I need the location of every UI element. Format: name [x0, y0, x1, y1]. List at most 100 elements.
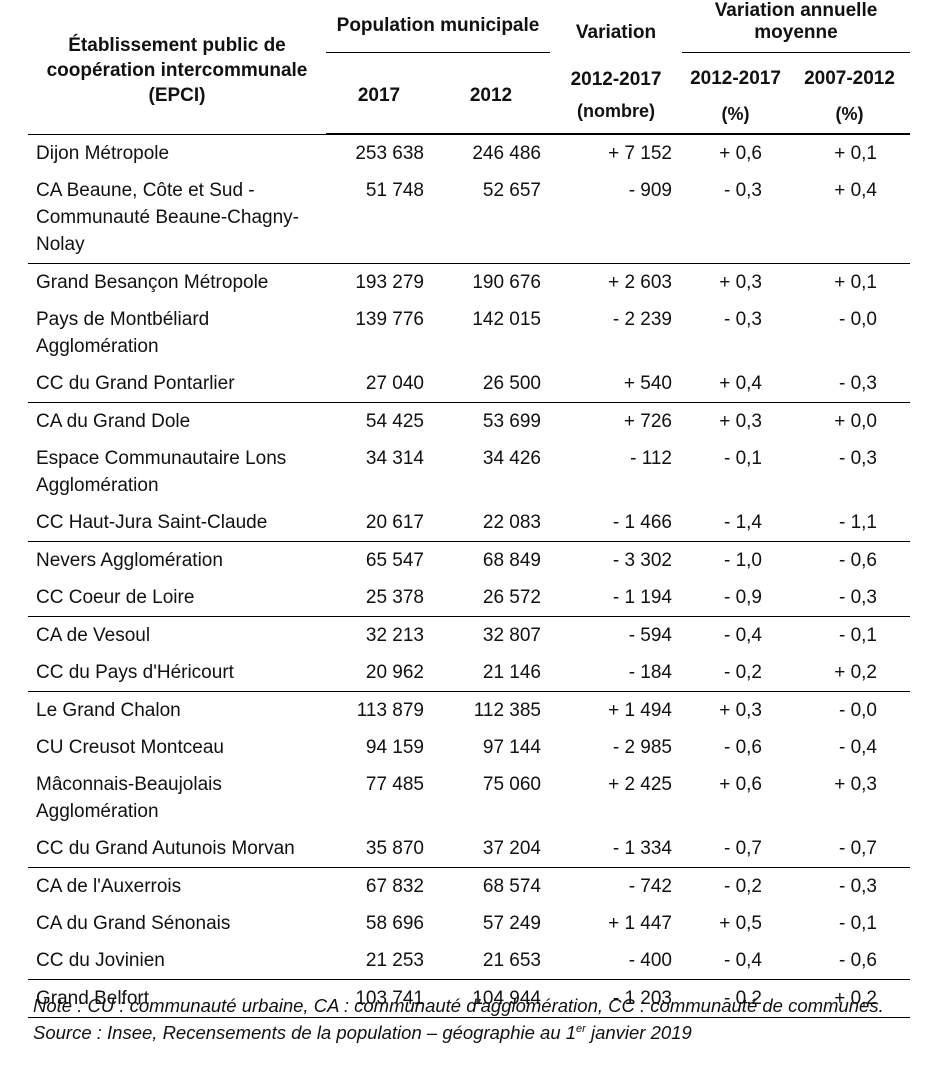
- cell-annual-2012-2017: - 0,3: [723, 309, 762, 330]
- note-text: Note : CU : communauté urbaine, CA : com…: [33, 995, 884, 1016]
- table-row: Dijon Métropole 253 638 246 486 + 7 152 + 0,…: [28, 133, 910, 172]
- cell-annual-2012-2017: + 0,4: [719, 373, 762, 394]
- cell-annual-2007-2012: - 0,3: [838, 448, 877, 469]
- cell-annual-2007-2012: + 0,2: [834, 662, 877, 683]
- cell-annual-2012-2017: + 0,6: [719, 774, 762, 795]
- cell-pop-2012: 26 572: [482, 587, 541, 608]
- cell-pop-2017: 25 378: [365, 587, 424, 608]
- table-row: CC Coeur de Loire 25 378 26 572 - 1 194 - 0,…: [28, 579, 910, 617]
- header-epci: Établissement public de coopération inte…: [46, 35, 308, 107]
- cell-pop-2012: 75 060: [482, 774, 541, 795]
- header-row-bottom: 2017 2012 2012-2017 (nombre) 2012-2017 (…: [28, 52, 910, 135]
- cell-pop-2012: 37 204: [482, 838, 541, 859]
- table-row: CC du Pays d'Héricourt 20 962 21 146 - 184 -…: [28, 654, 910, 692]
- cell-pop-2012: 68 849: [432, 541, 550, 579]
- cell-variation: - 594: [550, 616, 682, 654]
- cell-annual-2012-2017: + 0,3: [682, 402, 789, 440]
- cell-name: Le Grand Chalon: [28, 691, 326, 729]
- population-table: Établissement public de coopération inte…: [28, 0, 910, 1018]
- source-text: Source : Insee, Recensements de la popul…: [33, 1019, 911, 1046]
- cell-pop-2012: 112 385: [432, 691, 550, 729]
- source-suffix: janvier 2019: [585, 1022, 692, 1043]
- cell-pop-2017: 21 253: [365, 950, 424, 971]
- table-row: CC Haut-Jura Saint-Claude 20 617 22 083 - 1…: [28, 504, 910, 542]
- table-row: Grand Besançon Métropole 193 279 190 676 + …: [28, 263, 910, 301]
- cell-annual-2012-2017: - 0,7: [723, 838, 762, 859]
- cell-variation: + 2 603: [550, 263, 682, 301]
- header-annual-period-1: 2012-2017 (%): [682, 52, 789, 135]
- source-superscript: er: [576, 1023, 586, 1035]
- cell-name: CC Haut-Jura Saint-Claude: [36, 512, 268, 533]
- header-annual-variation: Variation annuelle moyenne: [682, 0, 910, 53]
- cell-pop-2017: 139 776: [355, 309, 424, 330]
- cell-annual-2012-2017: + 0,3: [682, 263, 789, 301]
- cell-name: CC du Grand Pontarlier: [36, 373, 235, 394]
- header-pop-2012: 2012: [432, 52, 550, 135]
- header-pop-2017-label: 2017: [357, 85, 401, 106]
- cell-variation: + 7 152: [550, 133, 682, 172]
- cell-variation: + 726: [550, 402, 682, 440]
- cell-variation: - 1 466: [612, 512, 672, 533]
- cell-name: CA du Grand Dole: [28, 402, 326, 440]
- cell-pop-2017: 51 748: [365, 180, 424, 201]
- cell-annual-2007-2012: - 0,7: [838, 838, 877, 859]
- cell-pop-2017: 77 485: [365, 774, 424, 795]
- cell-annual-2007-2012: - 0,6: [838, 950, 877, 971]
- table-row: Nevers Agglomération 65 547 68 849- 3 302-…: [28, 541, 910, 579]
- cell-annual-2007-2012: - 0,3: [789, 867, 910, 905]
- cell-annual-2007-2012: - 0,1: [838, 913, 877, 934]
- cell-variation: - 112: [630, 448, 672, 469]
- table-row: Pays de Montbéliard Agglomération 139 776…: [28, 301, 910, 365]
- cell-pop-2012: 22 083: [482, 512, 541, 533]
- cell-name: CA de Vesoul: [28, 616, 326, 654]
- cell-variation: - 1 203: [550, 979, 682, 1018]
- cell-pop-2012: 142 015: [472, 309, 541, 330]
- cell-pop-2017: 113 879: [326, 691, 432, 729]
- header-row-top: Établissement public de coopération inte…: [28, 0, 910, 106]
- cell-annual-2012-2017: - 0,2: [682, 867, 789, 905]
- cell-name: CC du Jovinien: [36, 950, 165, 971]
- table-row: CA Beaune, Côte et Sud - Communauté Beau…: [28, 172, 910, 264]
- header-pop-2017: 2017: [326, 52, 432, 135]
- cell-pop-2012: 190 676: [432, 263, 550, 301]
- header-variation-period-label: 2012-2017: [570, 69, 662, 91]
- cell-name: Dijon Métropole: [28, 133, 326, 172]
- cell-annual-2012-2017: - 1,4: [723, 512, 762, 533]
- cell-annual-2012-2017: - 0,9: [723, 587, 762, 608]
- cell-annual-2012-2017: - 0,4: [723, 950, 762, 971]
- cell-annual-2007-2012: + 0,0: [789, 402, 910, 440]
- table-row: CA du Grand Dole 54 425 53 699 + 726 + 0,3 + …: [28, 402, 910, 440]
- cell-pop-2017: 35 870: [365, 838, 424, 859]
- cell-pop-2017: 58 696: [365, 913, 424, 934]
- cell-pop-2012: 104 944: [432, 979, 550, 1018]
- table-body: Dijon Métropole 253 638 246 486 + 7 152 + 0,…: [28, 133, 910, 1018]
- cell-variation: - 1 194: [612, 587, 672, 608]
- cell-variation: + 1 494: [550, 691, 682, 729]
- cell-pop-2017: 193 279: [326, 263, 432, 301]
- cell-name: CA du Grand Sénonais: [36, 913, 231, 934]
- cell-annual-2007-2012: - 0,6: [789, 541, 910, 579]
- cell-annual-2012-2017: - 0,4: [682, 616, 789, 654]
- cell-pop-2012: 26 500: [482, 373, 541, 394]
- cell-annual-2007-2012: - 0,0: [789, 691, 910, 729]
- cell-name: CC Coeur de Loire: [36, 587, 195, 608]
- header-variation-period: 2012-2017 (nombre): [550, 52, 682, 135]
- cell-variation: - 909: [628, 180, 672, 201]
- cell-annual-2012-2017: - 0,6: [723, 737, 762, 758]
- header-annual-unit-1: (%): [721, 103, 750, 124]
- cell-variation: + 2 425: [608, 774, 672, 795]
- cell-name: CA Beaune, Côte et Sud - Communauté Beau…: [36, 180, 299, 255]
- cell-name: Nevers Agglomération: [28, 541, 326, 579]
- cell-pop-2017: 54 425: [326, 402, 432, 440]
- table-row: Grand Belfort 103 741 104 944- 1 203- 0,2 +…: [28, 979, 910, 1018]
- cell-pop-2012: 246 486: [432, 133, 550, 172]
- header-annual-period-2-label: 2007-2012: [804, 67, 895, 89]
- header-annual-period-1-label: 2012-2017: [690, 67, 781, 89]
- table-row: CA du Grand Sénonais 58 696 57 249 + 1 447 +…: [28, 905, 910, 942]
- cell-pop-2012: 34 426: [482, 448, 541, 469]
- cell-name: Mâconnais-Beaujolais Agglomération: [36, 774, 222, 822]
- cell-name: CA de l'Auxerrois: [28, 867, 326, 905]
- header-variation: Variation: [575, 22, 657, 43]
- cell-annual-2012-2017: - 0,2: [723, 662, 762, 683]
- cell-variation: - 2 239: [612, 309, 672, 330]
